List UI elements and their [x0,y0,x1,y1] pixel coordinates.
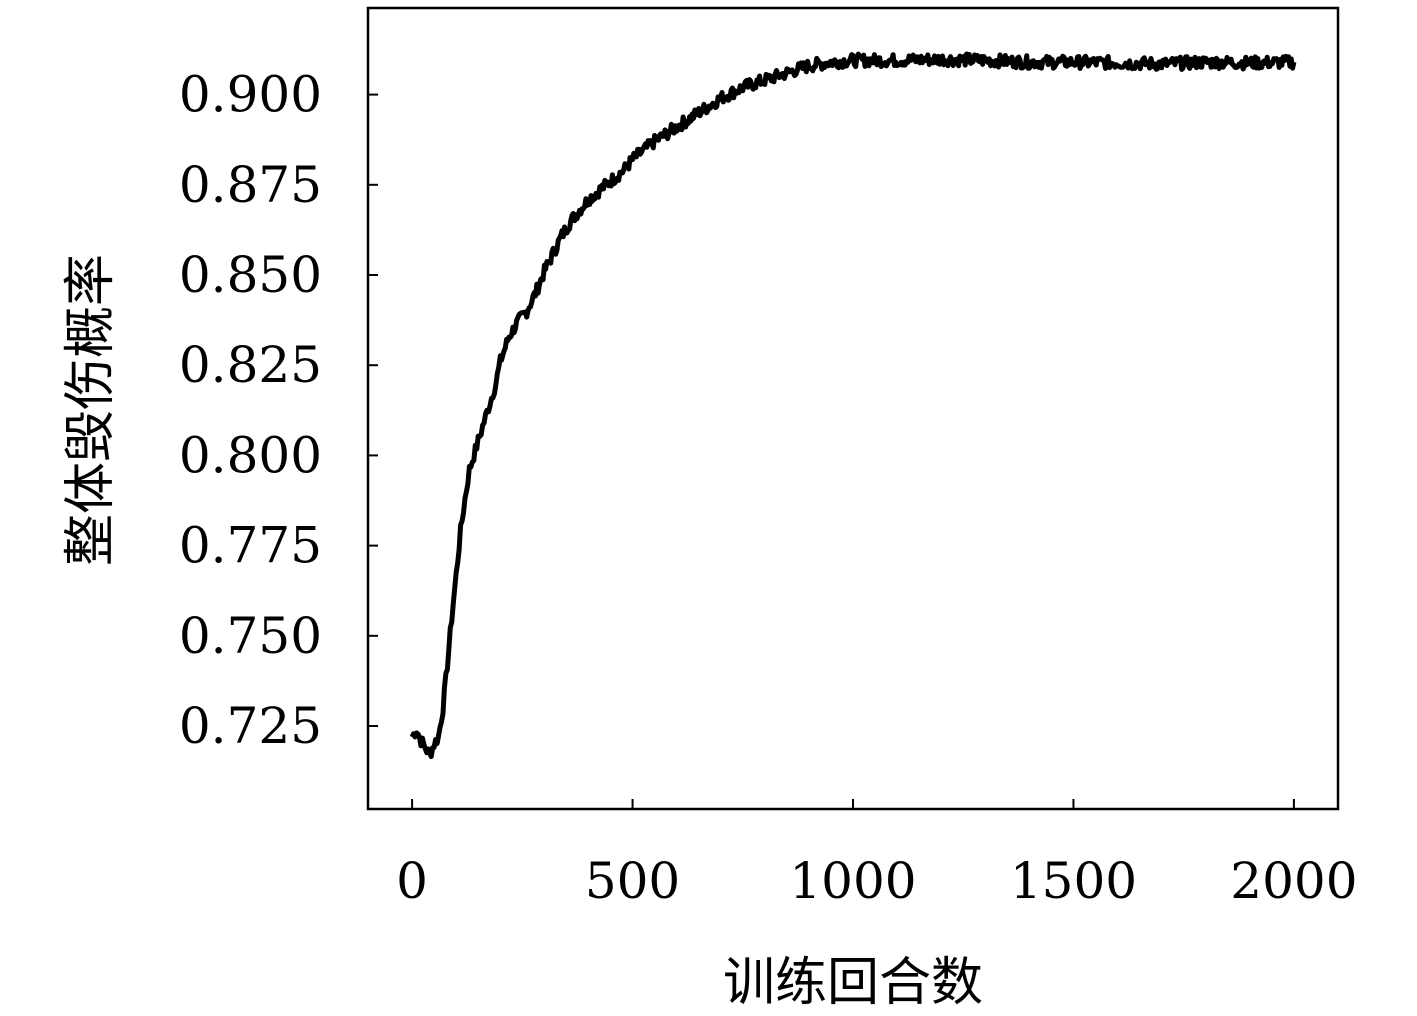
x-tick-label: 2000 [1230,852,1357,910]
plot-frame [366,6,1340,811]
x-axis-ticks: 0 500 1000 1500 2000 [396,799,1358,910]
y-tick-label: 0.875 [179,156,322,214]
y-axis-label: 整体毁伤概率 [61,254,121,566]
x-tick-label: 1000 [789,852,916,910]
y-tick-label: 0.775 [179,517,322,575]
y-axis-ticks: 0.725 0.750 0.775 0.800 0.825 0.850 0.875 0.900 [179,66,378,755]
y-tick-label: 0.850 [179,246,322,304]
series-line [409,51,1297,760]
y-tick-label: 0.800 [179,426,322,484]
x-tick-label: 0 [396,852,428,910]
y-tick-label: 0.750 [179,607,322,665]
x-tick-label: 1500 [1010,852,1137,910]
y-tick-label: 0.825 [179,336,322,394]
x-axis-label: 训练回合数 [723,953,983,1013]
x-tick-label: 500 [585,852,680,910]
y-tick-label: 0.725 [179,697,322,755]
y-tick-label: 0.900 [179,66,322,124]
